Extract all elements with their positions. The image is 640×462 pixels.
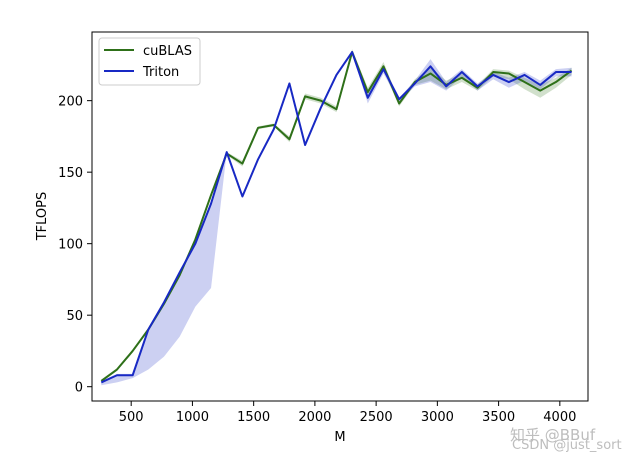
line-triton bbox=[100, 51, 572, 384]
band-triton bbox=[101, 50, 572, 386]
x-tick-label: 500 bbox=[119, 410, 144, 425]
y-tick-label: 100 bbox=[58, 238, 83, 253]
y-tick-label: 200 bbox=[58, 95, 83, 110]
y-tick-label: 50 bbox=[66, 309, 83, 324]
x-axis-ticks: 500 1000 1500 2000 2500 3000 3500 4000 bbox=[119, 401, 576, 425]
watermark-zhihu: 知乎 @BBuf bbox=[510, 426, 596, 444]
x-tick-label: 3000 bbox=[421, 410, 454, 425]
x-tick-label: 1500 bbox=[237, 410, 270, 425]
x-tick-label: 4000 bbox=[543, 410, 576, 425]
x-axis-label: M bbox=[334, 430, 345, 445]
watermark-csdn: CSDN @just_sort bbox=[512, 438, 622, 453]
x-tick-label: 3500 bbox=[482, 410, 515, 425]
y-axis-ticks: 0 50 100 150 200 bbox=[58, 95, 92, 396]
x-tick-label: 2000 bbox=[298, 410, 331, 425]
legend-label-cublas: cuBLAS bbox=[143, 44, 192, 59]
series-lines bbox=[100, 51, 573, 384]
y-tick-label: 150 bbox=[58, 166, 83, 181]
x-tick-label: 2500 bbox=[360, 410, 393, 425]
y-tick-label: 0 bbox=[75, 381, 83, 396]
legend-label-triton: Triton bbox=[142, 65, 179, 80]
line-cublas bbox=[100, 51, 573, 382]
x-tick-label: 1000 bbox=[176, 410, 209, 425]
y-axis-label: TFLOPS bbox=[35, 192, 50, 242]
legend: cuBLAS Triton bbox=[98, 37, 201, 86]
